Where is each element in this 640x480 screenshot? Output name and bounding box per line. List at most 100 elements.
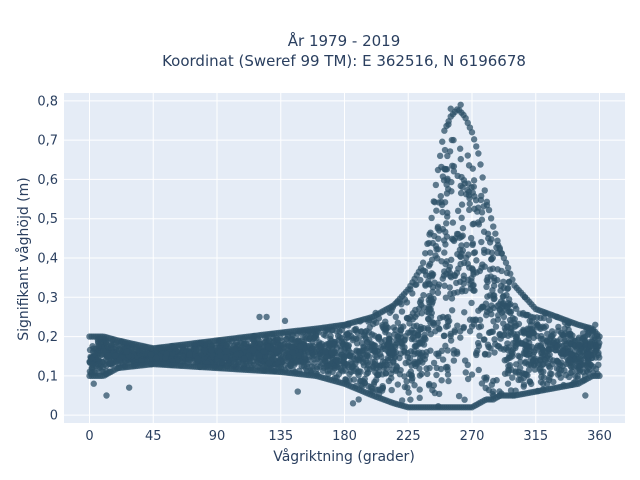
scatter-point — [501, 325, 509, 332]
scatter-point-outlier — [256, 313, 263, 321]
scatter-point — [242, 340, 250, 347]
scatter-point — [222, 354, 229, 361]
scatter-point — [336, 328, 343, 335]
scatter-point — [543, 355, 551, 362]
scatter-point — [554, 343, 561, 350]
scatter-point — [504, 264, 512, 272]
x-axis-title: Vågriktning (grader) — [273, 448, 415, 465]
scatter-point — [185, 356, 192, 364]
scatter-point — [416, 299, 424, 306]
scatter-point — [388, 386, 395, 394]
scatter-point — [457, 189, 465, 197]
scatter-point-outlier — [592, 321, 599, 328]
scatter-point — [592, 348, 599, 355]
scatter-point — [390, 324, 397, 331]
scatter-point — [525, 366, 533, 374]
scatter-point — [424, 370, 431, 378]
scatter-point — [406, 320, 413, 327]
scatter-point — [506, 352, 513, 360]
scatter-point — [443, 220, 450, 227]
scatter-point — [468, 299, 475, 307]
scatter-point — [509, 374, 516, 381]
scatter-point — [544, 330, 551, 338]
scatter-point — [451, 272, 459, 280]
scatter-point — [568, 350, 575, 358]
scatter-point — [447, 290, 454, 297]
scatter-point-outlier — [103, 392, 110, 399]
scatter-point — [371, 348, 379, 356]
scatter-point — [488, 311, 495, 318]
scatter-point — [107, 340, 115, 348]
scatter-point — [371, 342, 379, 349]
scatter-point — [186, 351, 193, 358]
scatter-point — [450, 357, 458, 364]
scatter-point — [401, 373, 408, 380]
scatter-point — [542, 323, 550, 330]
scatter-point — [478, 238, 485, 246]
scatter-point — [442, 241, 449, 248]
scatter-point — [494, 237, 501, 244]
scatter-point — [123, 348, 130, 355]
scatter-point — [442, 260, 449, 268]
scatter-point — [575, 341, 583, 349]
scatter-point-outlier — [372, 309, 379, 317]
scatter-point — [432, 328, 439, 335]
scatter-point — [539, 335, 547, 343]
scatter-point — [528, 330, 535, 337]
scatter-point — [555, 360, 562, 367]
scatter-point — [450, 168, 458, 175]
scatter-point — [454, 172, 461, 180]
scatter-point — [473, 143, 480, 150]
scatter-point — [426, 249, 434, 256]
scatter-point — [375, 333, 383, 341]
scatter-point — [422, 250, 429, 257]
scatter-point — [439, 356, 447, 363]
scatter-point — [430, 198, 437, 205]
scatter-point — [385, 332, 393, 339]
scatter-point — [344, 331, 351, 338]
scatter-point — [484, 293, 491, 300]
scatter-point — [545, 317, 553, 324]
scatter-point — [363, 370, 370, 378]
scatter-point — [444, 371, 452, 378]
scatter-point — [538, 373, 545, 380]
scatter-point — [265, 359, 273, 367]
scatter-point — [455, 230, 462, 238]
scatter-point — [238, 339, 245, 347]
x-tick-label: 45 — [145, 429, 162, 444]
x-tick-label: 315 — [523, 429, 548, 444]
scatter-point — [485, 386, 492, 394]
scatter-point — [349, 353, 356, 360]
x-tick-label: 135 — [268, 429, 293, 444]
scatter-point — [299, 333, 307, 340]
scatter-point — [459, 247, 467, 254]
scatter-point — [438, 377, 445, 384]
scatter-point — [233, 350, 241, 358]
x-tick-labels: 0 45 90 135 180 225 270 315 360 — [85, 429, 612, 444]
scatter-point — [448, 188, 455, 195]
scatter-point — [475, 366, 482, 374]
scatter-point — [468, 371, 476, 378]
scatter-point — [488, 249, 496, 256]
y-tick-label: 0,1 — [37, 369, 58, 384]
scatter-points — [86, 101, 603, 411]
scatter-point — [428, 214, 435, 222]
scatter-point — [458, 214, 465, 222]
scatter-point — [445, 377, 452, 385]
scatter-point — [442, 294, 450, 301]
scatter-point — [596, 372, 603, 380]
scatter-point — [288, 343, 296, 350]
scatter-point — [476, 267, 484, 275]
scatter-point — [397, 339, 404, 347]
scatter-point — [350, 335, 357, 342]
scatter-point — [426, 260, 434, 268]
scatter-point — [448, 178, 455, 186]
scatter-point — [433, 371, 440, 379]
scatter-point — [320, 331, 327, 338]
scatter-point — [539, 361, 546, 369]
scatter-point — [497, 287, 504, 294]
scatter-point — [546, 364, 554, 371]
scatter-point — [446, 284, 453, 291]
scatter-point — [437, 192, 444, 200]
scatter-point — [561, 325, 568, 332]
